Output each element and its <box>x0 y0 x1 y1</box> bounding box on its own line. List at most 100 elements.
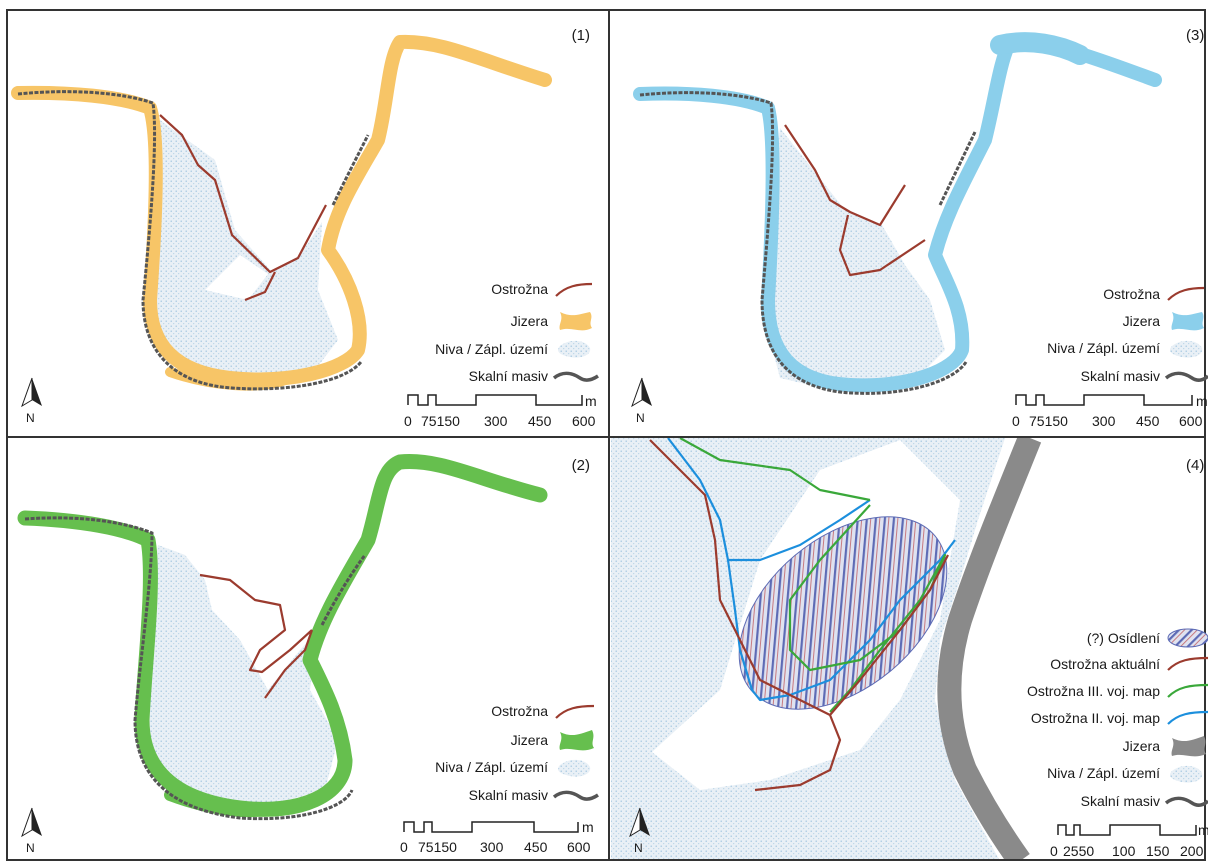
ostrozna-iii-swatch-icon <box>1167 683 1208 698</box>
scale-tick: 150 <box>1146 843 1170 859</box>
jizera-swatch-icon <box>1171 736 1206 757</box>
legend-osidleni-label: (?) Osídlení <box>1087 630 1160 646</box>
niva-swatch-icon <box>558 759 591 777</box>
scale-tick: 0 <box>400 839 408 855</box>
legend-panel-1: Ostrožna Jizera Niva / Zápl. území Skaln… <box>435 281 599 384</box>
rock-massif <box>24 516 354 821</box>
svg-text:m: m <box>582 819 594 835</box>
legend-niva-label: Niva / Zápl. území <box>1047 765 1160 781</box>
rock-massif-2 <box>320 554 367 626</box>
scale-tick: 600 <box>1179 413 1203 429</box>
legend-ostrozna-ii-label: Ostrožna II. voj. map <box>1031 710 1160 726</box>
skalni-swatch-icon <box>1164 371 1208 382</box>
rock-massif <box>639 91 968 395</box>
ostrozna-line <box>784 124 926 277</box>
panel-2 <box>17 454 548 821</box>
legend-jizera-label: Jizera <box>511 313 549 329</box>
scale-tick: 450 <box>524 839 548 855</box>
legend-ostrozna-label: Ostrožna <box>491 703 548 719</box>
north-arrow-icon: N <box>631 377 652 425</box>
panel-4-label: (4) <box>1186 457 1204 474</box>
jizera-swatch-icon <box>559 312 592 331</box>
panel-frame <box>6 9 1206 861</box>
ostrozna-ii-line <box>667 438 956 702</box>
scale-bar-panel-1: m 0 75150 300 450 600 <box>404 393 597 429</box>
legend-ostrozna-label: Ostrožna <box>1103 286 1160 302</box>
scale-tick: 75150 <box>1029 413 1068 429</box>
scale-bar-panel-3: m 0 75150 300 450 600 <box>1012 393 1208 429</box>
ostrozna-ii-swatch-icon <box>1167 710 1208 725</box>
ostrozna-line-b <box>244 271 276 302</box>
river-jizera <box>937 438 1042 861</box>
niva-swatch-icon <box>1170 765 1203 783</box>
scale-tick: 100 <box>1112 843 1136 859</box>
svg-text:m: m <box>1198 822 1208 838</box>
ostrozna-swatch-icon <box>555 282 593 297</box>
legend-panel-4: (?) Osídlení Ostrožna aktuální Ostrožna … <box>1027 628 1208 809</box>
legend-jizera-label: Jizera <box>1123 313 1161 329</box>
legend-skalni-label: Skalní masiv <box>1081 368 1160 384</box>
panel-3-label: (3) <box>1186 27 1204 44</box>
legend-ostrozna-label: Ostrožna <box>491 281 548 297</box>
osidleni-swatch-icon <box>1167 628 1208 648</box>
svg-text:m: m <box>585 393 597 409</box>
svg-text:N: N <box>26 841 35 855</box>
scale-tick: 0 <box>1012 413 1020 429</box>
scale-tick: 200 <box>1180 843 1204 859</box>
floodplain-area <box>140 545 338 805</box>
panel-4 <box>611 438 1042 861</box>
legend-skalni-label: Skalní masiv <box>469 787 548 803</box>
niva-swatch-icon <box>558 340 591 358</box>
legend-ostrozna-current-label: Ostrožna aktuální <box>1050 656 1160 672</box>
ostrozna-line <box>159 114 327 274</box>
scale-tick: 2550 <box>1063 843 1094 859</box>
scale-tick: 300 <box>1092 413 1116 429</box>
svg-text:m: m <box>1196 393 1208 409</box>
skalni-swatch-icon <box>1164 796 1208 807</box>
river-jizera-wide <box>990 32 1090 65</box>
scale-tick: 600 <box>567 839 591 855</box>
scale-tick: 600 <box>572 413 596 429</box>
ostrozna-line <box>199 573 314 699</box>
scale-tick: 450 <box>528 413 552 429</box>
jizera-swatch-icon <box>559 730 594 751</box>
legend-ostrozna-iii-label: Ostrožna III. voj. map <box>1027 683 1160 699</box>
rock-massif <box>17 90 363 391</box>
svg-text:N: N <box>26 411 35 425</box>
skalni-swatch-icon <box>552 790 599 801</box>
panel-1 <box>11 34 552 391</box>
ostrozna-swatch-icon <box>1167 286 1205 301</box>
river-jizera-wide <box>164 789 281 818</box>
legend-skalni-label: Skalní masiv <box>469 368 548 384</box>
rock-massif-2 <box>331 134 370 206</box>
legend-niva-label: Niva / Zápl. území <box>435 759 548 775</box>
north-arrow-icon: N <box>629 807 650 855</box>
scale-tick: 75150 <box>418 839 457 855</box>
scale-tick: 450 <box>1136 413 1160 429</box>
svg-text:N: N <box>634 841 643 855</box>
niva-swatch-icon <box>1170 340 1203 358</box>
legend-panel-3: Ostrožna Jizera Niva / Zápl. území Skaln… <box>1047 286 1208 384</box>
legend-jizera-label: Jizera <box>511 732 549 748</box>
svg-text:N: N <box>636 411 645 425</box>
scale-tick: 300 <box>484 413 508 429</box>
legend-niva-label: Niva / Zápl. území <box>435 341 548 357</box>
panel-3 <box>633 32 1162 395</box>
north-arrow-icon: N <box>21 807 42 855</box>
ostrozna-current-swatch-icon <box>1167 656 1208 671</box>
ostrozna-swatch-icon <box>555 704 595 719</box>
legend-jizera-label: Jizera <box>1123 738 1161 754</box>
north-arrow-icon: N <box>21 377 42 425</box>
floodplain-area <box>765 128 945 392</box>
jizera-swatch-icon <box>1171 312 1204 331</box>
rock-massif-2 <box>938 131 977 206</box>
legend-skalni-label: Skalní masiv <box>1081 793 1160 809</box>
panel-1-label: (1) <box>572 27 590 44</box>
ostrozna-current-line <box>649 439 949 792</box>
scale-tick: 0 <box>1050 843 1058 859</box>
scale-bar-panel-2: m 0 75150 300 450 600 <box>400 819 594 855</box>
legend-niva-label: Niva / Zápl. území <box>1047 340 1160 356</box>
panel-2-label: (2) <box>572 457 590 474</box>
legend-panel-2: Ostrožna Jizera Niva / Zápl. území Skaln… <box>435 703 599 803</box>
